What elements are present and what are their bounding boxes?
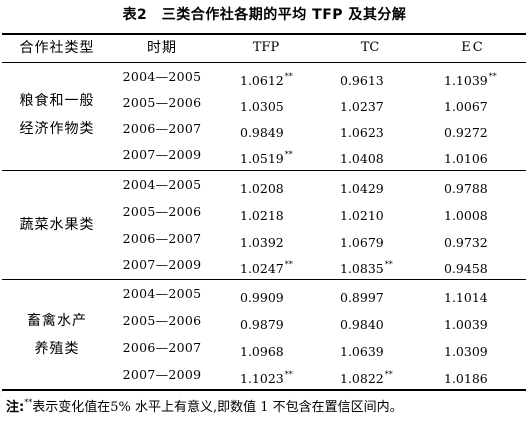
- ec-cell: 1.1039**: [444, 72, 497, 88]
- period-cell: 2005—2006: [122, 204, 202, 219]
- table-row: 2007—2009 1.0519** 1.0408 1.0106: [0, 142, 529, 168]
- significance-mark: **: [284, 72, 293, 81]
- tc-cell: 1.0429: [340, 181, 384, 196]
- tc-cell: 1.0408: [340, 151, 384, 166]
- ec-cell: 0.9788: [444, 181, 488, 196]
- header-tfp: TFP: [252, 40, 280, 55]
- ec-cell: 1.0106: [444, 151, 488, 166]
- table-title: 表2 三类合作社各期的平均 TFP 及其分解: [122, 7, 407, 23]
- tfp-cell: 1.1023**: [240, 370, 293, 386]
- period-cell: 2006—2007: [122, 121, 202, 136]
- significance-mark: **: [384, 370, 393, 379]
- tc-cell: 0.9840: [340, 317, 384, 332]
- significance-mark: **: [488, 72, 497, 81]
- group-label-grain-line1: 粮食和一般: [19, 93, 95, 109]
- period-cell: 2005—2006: [122, 95, 202, 110]
- group-label-livestock-line2: 养殖类: [34, 341, 80, 357]
- period-cell: 2007—2009: [122, 367, 202, 382]
- group-label-grain-line2: 经济作物类: [19, 121, 95, 137]
- table-row: 2007—2009 1.1023** 1.0822** 1.0186: [0, 362, 529, 388]
- table-row: 2006—2007 1.0968 1.0639 1.0309: [0, 335, 529, 361]
- ec-cell: 1.1014: [444, 290, 488, 305]
- bottom-rule: [2, 389, 526, 391]
- tc-cell: 1.0822**: [340, 370, 393, 386]
- tfp-cell: 0.9909: [240, 290, 284, 305]
- period-cell: 2006—2007: [122, 340, 202, 355]
- period-cell: 2006—2007: [122, 231, 202, 246]
- significance-mark: **: [384, 260, 393, 269]
- tfp-cell: 1.0247**: [240, 260, 293, 276]
- ec-cell: 0.9732: [444, 235, 488, 250]
- period-cell: 2004—2005: [122, 69, 202, 84]
- table-row: 2004—2005 0.9909 0.8997 1.1014: [0, 281, 529, 307]
- table-row: 2005—2006 0.9879 0.9840 1.0039: [0, 308, 529, 334]
- tc-cell: 1.0210: [340, 208, 384, 223]
- note-text: 表示变化值在5% 水平上有意义,即数值 1 不包含在置信区间内。: [32, 400, 403, 415]
- ec-cell: 1.0186: [444, 371, 488, 386]
- ec-cell: 1.0067: [444, 99, 488, 114]
- period-cell: 2007—2009: [122, 147, 202, 162]
- table-row: 2005—2006 1.0305 1.0237 1.0067: [0, 90, 529, 116]
- tfp-cell: 1.0305: [240, 99, 284, 114]
- tfp-cell: 1.0218: [240, 208, 284, 223]
- tc-cell: 1.0679: [340, 235, 384, 250]
- period-cell: 2004—2005: [122, 177, 202, 192]
- header-ec: EC: [461, 40, 485, 55]
- period-cell: 2005—2006: [122, 313, 202, 328]
- group-divider: [2, 170, 526, 171]
- tc-cell: 0.9613: [340, 73, 384, 88]
- header-type: 合作社类型: [19, 40, 95, 56]
- ec-cell: 0.9272: [444, 125, 488, 140]
- ec-cell: 1.0309: [444, 344, 488, 359]
- ec-cell: 0.9458: [444, 261, 488, 276]
- tc-cell: 1.0623: [340, 125, 384, 140]
- table-row: 2007—2009 1.0247** 1.0835** 0.9458: [0, 252, 529, 278]
- table-row: 2004—2005 1.0612** 0.9613 1.1039**: [0, 64, 529, 90]
- period-cell: 2007—2009: [122, 257, 202, 272]
- top-rule: [2, 33, 526, 35]
- tfp-cell: 1.0612**: [240, 72, 293, 88]
- tfp-cell: 1.0208: [240, 181, 284, 196]
- significance-mark: **: [284, 370, 293, 379]
- header-tc: TC: [360, 40, 380, 55]
- header-rule: [2, 62, 526, 63]
- tfp-cell: 0.9879: [240, 317, 284, 332]
- ec-cell: 1.0008: [444, 208, 488, 223]
- significance-mark: **: [284, 150, 293, 159]
- group-label-vegetable: 蔬菜水果类: [19, 217, 95, 233]
- tc-cell: 1.0237: [340, 99, 384, 114]
- period-cell: 2004—2005: [122, 286, 202, 301]
- table-row: 2004—2005 1.0208 1.0429 0.9788: [0, 172, 529, 198]
- tfp-cell: 1.0968: [240, 344, 284, 359]
- tc-cell: 1.0835**: [340, 260, 393, 276]
- table-row: 2006—2007 0.9849 1.0623 0.9272: [0, 116, 529, 142]
- tfp-cell: 0.9849: [240, 125, 284, 140]
- table-row: 2005—2006 1.0218 1.0210 1.0008: [0, 199, 529, 225]
- tc-cell: 0.8997: [340, 290, 384, 305]
- tc-cell: 1.0639: [340, 344, 384, 359]
- table-note: 注:**表示变化值在5% 水平上有意义,即数值 1 不包含在置信区间内。: [6, 396, 403, 415]
- group-label-livestock-line1: 畜禽水产: [27, 313, 87, 329]
- header-period: 时期: [147, 40, 177, 56]
- tfp-cell: 1.0519**: [240, 150, 293, 166]
- note-prefix: 注:: [6, 400, 25, 415]
- tfp-cell: 1.0392: [240, 235, 284, 250]
- table-row: 2006—2007 1.0392 1.0679 0.9732: [0, 226, 529, 252]
- ec-cell: 1.0039: [444, 317, 488, 332]
- significance-mark: **: [284, 260, 293, 269]
- group-divider: [2, 279, 526, 280]
- note-significance-mark: **: [24, 398, 33, 407]
